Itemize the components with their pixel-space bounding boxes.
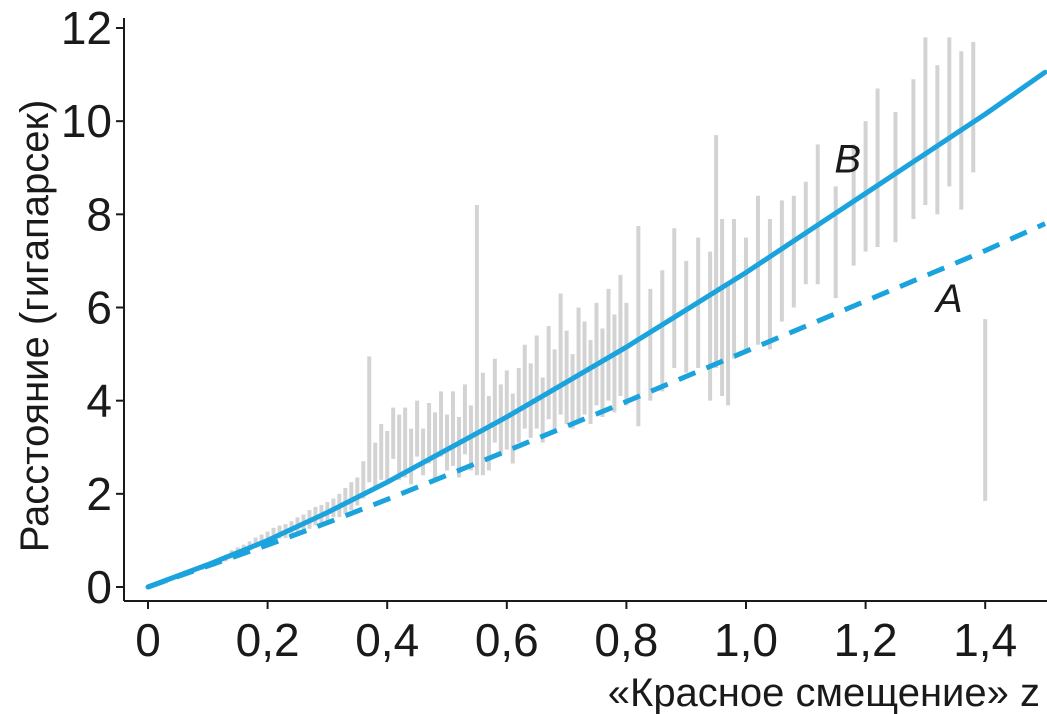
y-axis-title: Расстояние (гигапарсек) — [13, 100, 57, 553]
series-line-B — [145, 69, 1047, 590]
x-tick-label-2: 0,4 — [355, 614, 419, 666]
x-tick-label-6: 1,2 — [834, 614, 898, 666]
series-lines: BA — [145, 69, 1047, 590]
x-tick-label-0: 0 — [135, 614, 161, 666]
y-tick-label-4: 8 — [86, 188, 112, 240]
observation-error-bars — [163, 37, 988, 584]
series-label-B: B — [834, 137, 861, 181]
y-tick-label-2: 4 — [86, 375, 112, 427]
y-tick-label-5: 10 — [61, 95, 112, 147]
axes: 0 2 4 6 8 10 12 0 0,2 0,4 0,6 0,8 1,0 1,2 1,4 — [61, 2, 1047, 666]
y-tick-label-6: 12 — [61, 2, 112, 54]
x-tick-label-5: 1,0 — [714, 614, 778, 666]
x-tick-label-7: 1,4 — [953, 614, 1017, 666]
x-tick-label-3: 0,6 — [475, 614, 539, 666]
axis-labels: Расстояние (гигапарсек) «Красное смещени… — [13, 100, 1040, 714]
series-line-A — [147, 221, 1047, 590]
y-tick-label-3: 6 — [86, 282, 112, 334]
y-tick-label-1: 2 — [86, 468, 112, 520]
y-tick-label-0: 0 — [86, 561, 112, 613]
x-axis-title: «Красное смещение» z — [608, 671, 1040, 714]
x-tick-label-4: 0,8 — [594, 614, 658, 666]
x-tick-label-1: 0,2 — [236, 614, 300, 666]
series-label-A: A — [934, 277, 963, 321]
